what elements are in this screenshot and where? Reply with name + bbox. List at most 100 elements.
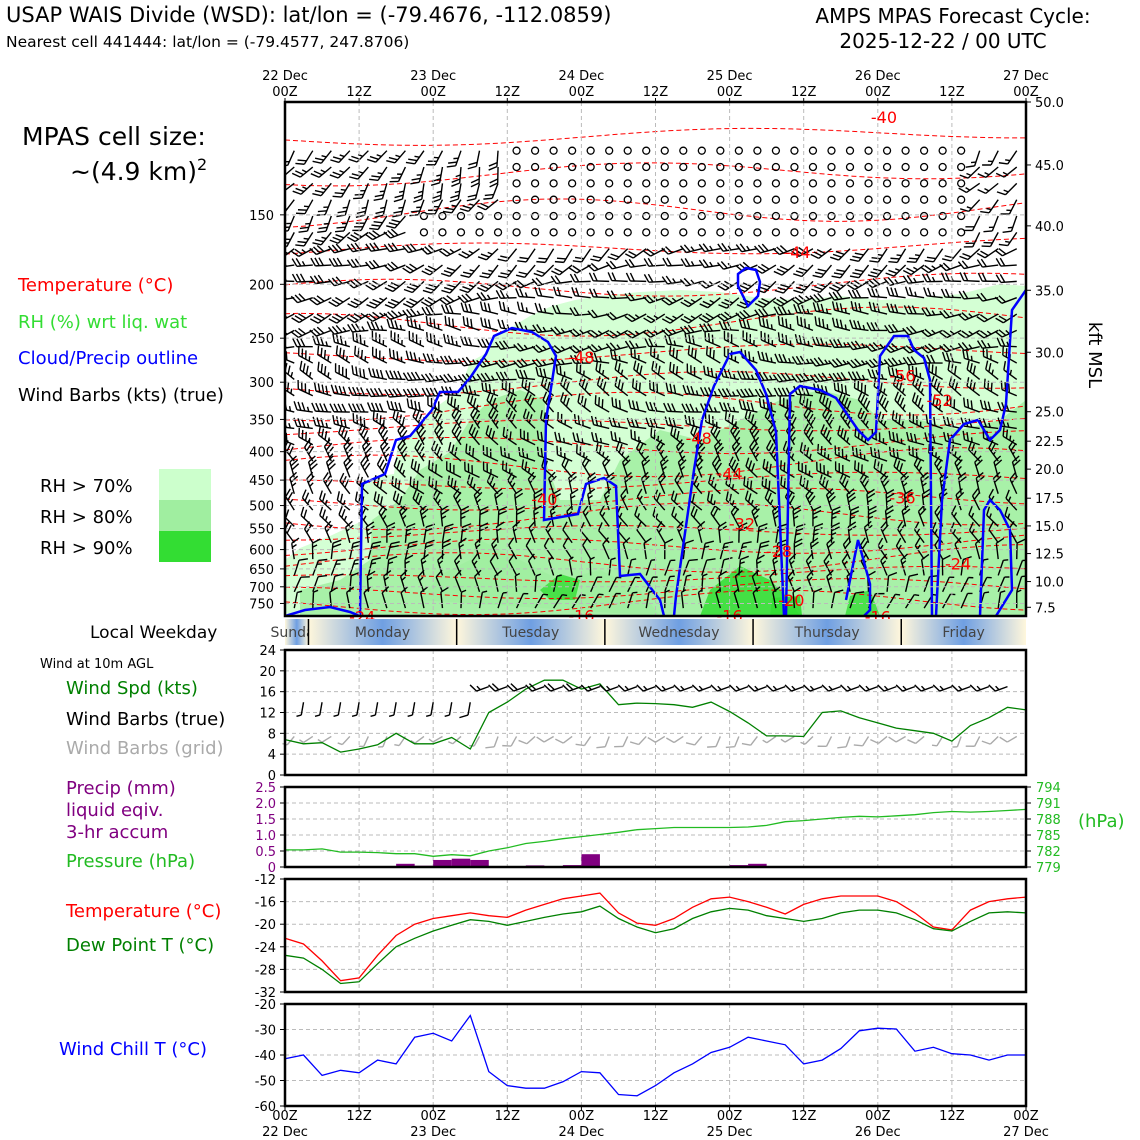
barb-flag [956,491,965,500]
wind-barb [749,422,760,446]
barb-flag [358,367,362,377]
barb-flag [379,350,381,360]
barb-flag [432,194,442,199]
barb-flag [801,304,806,314]
wind-barb [495,371,517,381]
barb-half-flag [329,453,334,458]
barb-flag [425,539,435,544]
barb-flag [647,257,654,267]
barb-flag [902,508,911,516]
wind-barb [850,301,869,315]
barb-flag [816,303,821,312]
barb-half-flag [690,298,696,303]
barb-flag [935,398,939,408]
wind-barb [955,488,965,511]
barb-flag [1008,383,1011,393]
barb-flag [986,349,988,359]
wind-barb [285,150,295,167]
barb-flag [921,553,930,561]
barb-staff [527,560,536,576]
wind-barb [846,340,869,351]
barb-flag [314,239,324,243]
barb-half-flag [468,250,474,255]
calm-wind-marker [938,146,947,155]
barb-staff [505,248,518,262]
wind-barb [329,166,351,179]
wind-barb [366,297,388,309]
barb-flag [277,340,282,348]
wind-barb [602,455,611,478]
barb-flag [727,402,732,412]
barb-flag [641,455,650,463]
barb-staff [834,309,851,315]
barb-staff [285,514,295,527]
wind-barb [610,431,628,446]
barb-flag [642,459,651,467]
wind-barb [623,472,633,494]
wind-barb [495,521,505,543]
barb-flag [983,400,988,410]
barb-flag [569,273,576,283]
barb-flag [727,332,729,342]
wind-barb [568,556,574,576]
barb-flag [494,570,503,577]
barb-flag [598,522,603,531]
barb-flag [297,240,307,244]
barb-flag [976,340,983,349]
wind-barb [519,428,536,446]
wind-barb [756,540,770,560]
barb-flag [593,288,598,298]
wind-barb [365,230,388,241]
barb-flag [569,475,577,483]
barb-flag [486,446,488,456]
wind-barb [568,264,592,274]
barb-half-flag [671,297,677,302]
wind-barb [661,327,684,337]
barb-staff [602,462,610,478]
barb-staff [992,478,999,494]
barb-flag [871,369,876,379]
barb-flag [777,387,784,397]
barb-half-flag [380,325,384,331]
barb-staff [293,576,302,593]
barb-flag [716,446,724,455]
barb-staff [316,329,332,337]
barb-flag [533,489,543,495]
barb-staff [796,362,814,365]
barb-staff [945,346,962,353]
wind-barb [397,439,408,462]
barb-staff [871,295,888,299]
barb-half-flag [966,172,972,176]
barb-staff [312,592,315,609]
barb-half-flag [433,156,439,159]
barb-flag [611,397,614,407]
barb-flag [950,522,955,531]
barb-half-flag [709,261,714,267]
barb-flag [846,341,854,350]
barb-flag [332,171,342,176]
barb-flag [834,445,837,455]
barb-staff [730,430,740,446]
barb-flag [327,326,335,335]
barb-staff [562,529,573,544]
barb-flag [760,540,770,545]
barb-flag [828,360,836,368]
barb-flag [995,258,1002,267]
barb-flag [953,399,956,409]
barb-flag [670,490,675,500]
wind-barb [346,312,369,324]
barb-flag [837,425,841,435]
barb-flag [327,278,335,287]
barb-flag [825,430,831,440]
barb-flag [409,351,413,361]
barb-half-flag [638,354,640,360]
barb-staff [343,462,351,478]
barb-half-flag [991,369,994,375]
barb-flag [841,448,844,458]
barb-flag [719,401,724,411]
barb-half-flag [398,206,404,209]
barb-flag [347,324,354,333]
calm-wind-marker [882,179,892,188]
barb-flag [707,403,713,413]
barb-flag [465,293,473,301]
